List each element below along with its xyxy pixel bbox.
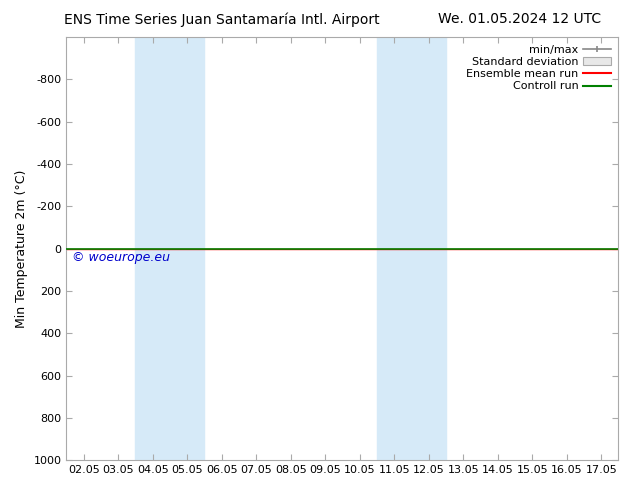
Bar — [136, 37, 204, 460]
Text: ENS Time Series Juan Santamaría Intl. Airport: ENS Time Series Juan Santamaría Intl. Ai… — [64, 12, 380, 27]
Legend: min/max, Standard deviation, Ensemble mean run, Controll run: min/max, Standard deviation, Ensemble me… — [464, 43, 613, 94]
Y-axis label: Min Temperature 2m (°C): Min Temperature 2m (°C) — [15, 170, 28, 328]
Bar — [377, 37, 446, 460]
Text: © woeurope.eu: © woeurope.eu — [72, 250, 170, 264]
Text: We. 01.05.2024 12 UTC: We. 01.05.2024 12 UTC — [438, 12, 602, 26]
